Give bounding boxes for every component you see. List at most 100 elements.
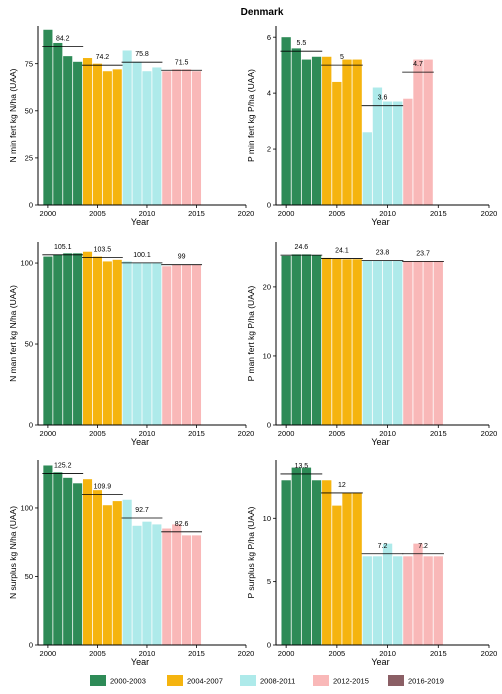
legend-item-2016-2019: 2016-2019 xyxy=(388,675,444,686)
bar-2008-2011-2008 xyxy=(122,261,132,425)
y-tick-label: 0 xyxy=(267,201,271,210)
x-axis-label: Year xyxy=(131,657,149,667)
x-tick-label: 2005 xyxy=(89,649,106,658)
x-tick-label: 2015 xyxy=(430,649,447,658)
bar-2000-2003-2001 xyxy=(53,42,63,206)
y-tick-label: 2 xyxy=(267,145,271,154)
bar-2000-2003-2002 xyxy=(63,477,73,645)
x-tick-label: 2000 xyxy=(278,649,295,658)
y-tick-label: 100 xyxy=(20,504,33,513)
mean-label-2008-2011: 3.6 xyxy=(378,95,388,102)
bar-2004-2007-2004 xyxy=(82,58,93,205)
mean-label-2000-2003: 125.2 xyxy=(54,462,72,469)
y-tick-label: 10 xyxy=(263,514,271,523)
bar-2008-2011-2010 xyxy=(142,521,152,645)
mean-label-2012-2015: 99 xyxy=(178,254,186,261)
x-tick-label: 2010 xyxy=(139,209,156,218)
x-tick-label: 2010 xyxy=(379,429,396,438)
x-tick-label: 2020 xyxy=(238,209,255,218)
y-tick-label: 50 xyxy=(25,106,33,115)
bar-2012-2015-2014 xyxy=(182,264,192,425)
bar-2004-2007-2005 xyxy=(92,256,102,425)
mean-label-2008-2011: 7.2 xyxy=(378,543,388,550)
mean-label-2004-2007: 109.9 xyxy=(94,483,112,490)
y-axis-label: N surplus kg N/ha (UAA) xyxy=(8,506,18,599)
bar-2008-2011-2009 xyxy=(132,61,142,205)
x-tick-label: 2005 xyxy=(329,429,346,438)
bar-2012-2015-2015 xyxy=(433,261,443,425)
bar-2012-2015-2013 xyxy=(413,59,423,206)
legend-label: 2016-2019 xyxy=(408,677,444,686)
bar-2004-2007-2005 xyxy=(332,81,342,205)
bar-2012-2015-2015 xyxy=(191,71,202,205)
x-tick-label: 2005 xyxy=(329,649,346,658)
legend-item-2000-2003: 2000-2003 xyxy=(90,675,146,686)
bar-2008-2011-2010 xyxy=(382,260,393,425)
bar-2004-2007-2006 xyxy=(342,492,352,645)
legend-swatch xyxy=(313,675,329,686)
bar-2012-2015-2014 xyxy=(182,69,192,205)
mean-label-2004-2007: 5 xyxy=(340,54,344,61)
bar-2012-2015-2012 xyxy=(403,556,413,645)
bar-2000-2003-2003 xyxy=(73,483,83,645)
mean-label-2008-2011: 75.8 xyxy=(135,51,149,58)
bar-2012-2015-2015 xyxy=(191,264,202,425)
bar-2012-2015-2012 xyxy=(162,266,172,425)
x-tick-label: 2000 xyxy=(40,209,57,218)
bar-2008-2011-2008 xyxy=(122,50,132,205)
bar-2004-2007-2005 xyxy=(332,505,342,645)
bar-2008-2011-2011 xyxy=(393,556,403,645)
y-tick-label: 0 xyxy=(267,421,271,430)
panel-6: 13.5 12 7.2 7.2 0 5 10 2000 2005 2010 2015 2020 Year… xyxy=(246,460,497,667)
mean-label-2004-2007: 103.5 xyxy=(94,246,112,253)
bar-2008-2011-2009 xyxy=(372,87,383,205)
mean-label-2008-2011: 23.8 xyxy=(376,250,390,257)
mean-label-2012-2015: 82.6 xyxy=(175,521,189,528)
y-tick-label: 100 xyxy=(20,259,33,268)
bar-2000-2003-2002 xyxy=(301,59,312,206)
bar-2004-2007-2006 xyxy=(102,261,112,425)
bar-2004-2007-2006 xyxy=(102,71,112,205)
x-tick-label: 2020 xyxy=(481,649,498,658)
mean-label-2012-2015: 4.7 xyxy=(413,61,423,68)
bar-2004-2007-2007 xyxy=(352,59,362,206)
bar-2012-2015-2012 xyxy=(162,528,172,645)
bar-2012-2015-2015 xyxy=(191,535,202,645)
x-axis-label: Year xyxy=(371,437,389,447)
bar-2000-2003-2000 xyxy=(43,256,53,425)
bar-2008-2011-2011 xyxy=(152,263,162,425)
y-axis-label: N man fert kg N/ha (UAA) xyxy=(8,285,18,382)
bar-2000-2003-2003 xyxy=(73,61,83,205)
bar-2000-2003-2003 xyxy=(311,255,322,425)
bar-2004-2007-2004 xyxy=(322,257,332,425)
y-tick-label: 50 xyxy=(25,340,33,349)
y-axis-label: P man fert kg P/ha (UAA) xyxy=(246,285,256,381)
bar-2004-2007-2006 xyxy=(102,505,112,645)
x-axis-label: Year xyxy=(371,657,389,667)
y-axis-label: P min fert kg P/ha (UAA) xyxy=(246,69,256,162)
x-tick-label: 2015 xyxy=(430,429,447,438)
mean-label-2000-2003: 13.5 xyxy=(295,463,309,470)
x-tick-label: 2020 xyxy=(481,209,498,218)
bar-2012-2015-2012 xyxy=(162,71,172,205)
x-tick-label: 2000 xyxy=(278,429,295,438)
x-tick-label: 2000 xyxy=(40,649,57,658)
bar-2008-2011-2010 xyxy=(142,71,152,205)
bar-2012-2015-2013 xyxy=(172,524,182,645)
bar-2012-2015-2013 xyxy=(172,264,182,425)
y-tick-label: 25 xyxy=(25,153,33,162)
x-tick-label: 2005 xyxy=(89,209,106,218)
bar-2000-2003-2001 xyxy=(291,48,301,205)
bar-2008-2011-2008 xyxy=(362,556,372,645)
mean-label-2012-2015: 71.5 xyxy=(175,59,189,66)
y-tick-label: 75 xyxy=(25,59,33,68)
bar-2012-2015-2013 xyxy=(413,261,423,425)
bar-2004-2007-2005 xyxy=(92,490,102,645)
bar-2000-2003-2003 xyxy=(311,480,322,645)
bar-2000-2003-2000 xyxy=(281,37,291,205)
bar-2012-2015-2014 xyxy=(423,261,433,425)
bar-2000-2003-2000 xyxy=(281,255,291,425)
bar-2004-2007-2007 xyxy=(112,69,122,205)
bar-2000-2003-2003 xyxy=(311,56,322,205)
bar-2012-2015-2015 xyxy=(433,556,443,645)
